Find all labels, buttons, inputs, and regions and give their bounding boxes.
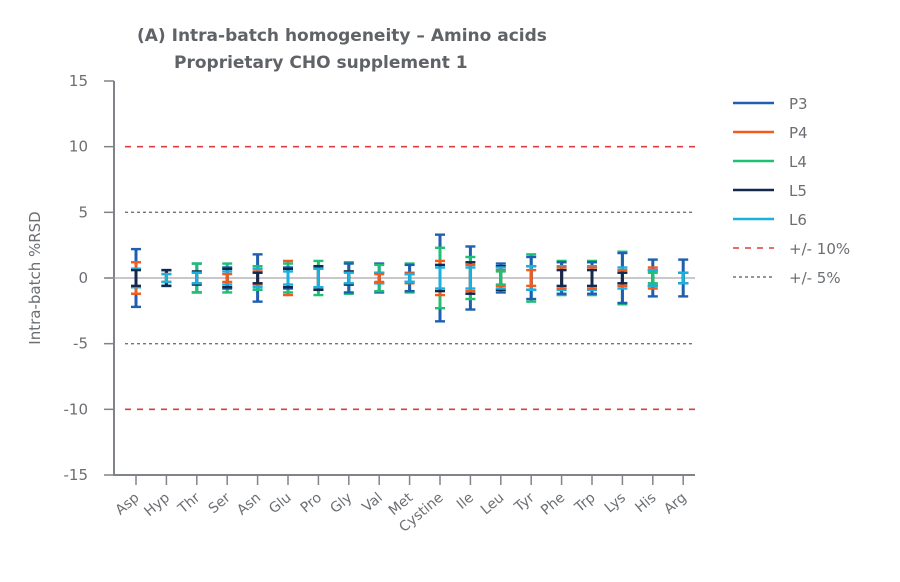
legend-label: L5 [789,182,807,200]
chart-subtitle: Proprietary CHO supplement 1 [174,53,468,73]
x-tick-label: Leu [478,490,507,518]
legend-label: +/- 10% [789,240,850,258]
x-tick-label: Phe [538,490,568,519]
x-tick-label: Arg [661,490,690,518]
x-tick-label: Glu [266,490,294,517]
x-tick-label: Trp [571,490,598,517]
x-tick-label: Lys [602,490,629,516]
error-bar [587,268,597,288]
y-tick-label: -10 [64,400,89,418]
y-tick-label: 0 [78,269,88,287]
x-tick-label: Ile [454,490,477,513]
x-tick-label: Thr [175,490,204,518]
y-axis-label: Intra-batch %RSD [26,211,44,344]
x-tick-label: Asp [113,490,143,519]
legend-label: +/- 5% [789,269,841,287]
legend-label: P4 [789,124,808,142]
chart-title: (A) Intra-batch homogeneity – Amino acid… [137,26,547,46]
error-bar [161,272,172,284]
legend-label: P3 [789,95,808,113]
error-bar [131,268,141,288]
error-bar [435,266,445,290]
y-tick-label: 10 [69,138,88,156]
legend-item: L5 [733,182,807,200]
x-tick-label: Tyr [511,490,538,516]
legend-item: L4 [733,153,807,171]
y-tick-label: 5 [78,203,88,221]
x-tick-label: Hyp [141,490,173,520]
error-bar [465,266,476,290]
error-bar [252,271,263,285]
x-tick-label: Asn [234,490,264,519]
error-bar [556,268,567,288]
legend-item: P3 [733,95,808,113]
error-bar [678,271,689,285]
legend-label: L4 [789,153,807,171]
legend-item: P4 [733,124,808,142]
error-bar [404,272,415,284]
x-tick-label: Pro [298,490,325,517]
x-tick-label: His [632,490,659,516]
error-bar [495,270,506,286]
error-bar [526,268,537,288]
error-bar [191,271,202,285]
error-bar [647,271,658,285]
x-tick-label: Val [359,490,385,516]
x-tick-label: Ser [206,490,234,517]
y-tick-label: 15 [69,72,88,90]
error-bar [617,271,628,285]
error-bar [343,271,354,285]
legend-item: +/- 10% [733,240,850,258]
error-bar [283,270,293,286]
y-tick-label: -15 [64,466,89,484]
x-tick-label: Gly [327,490,355,517]
legend: P3 P4 L4 L5 L6 +/- 10% +/- 5% [733,95,850,287]
legend-item: +/- 5% [733,269,841,287]
legend-item: L6 [733,211,807,229]
legend-label: L6 [789,211,807,229]
error-bar [313,267,324,289]
error-bar [222,272,233,284]
y-tick-label: -5 [73,335,88,353]
error-bar [374,272,385,284]
